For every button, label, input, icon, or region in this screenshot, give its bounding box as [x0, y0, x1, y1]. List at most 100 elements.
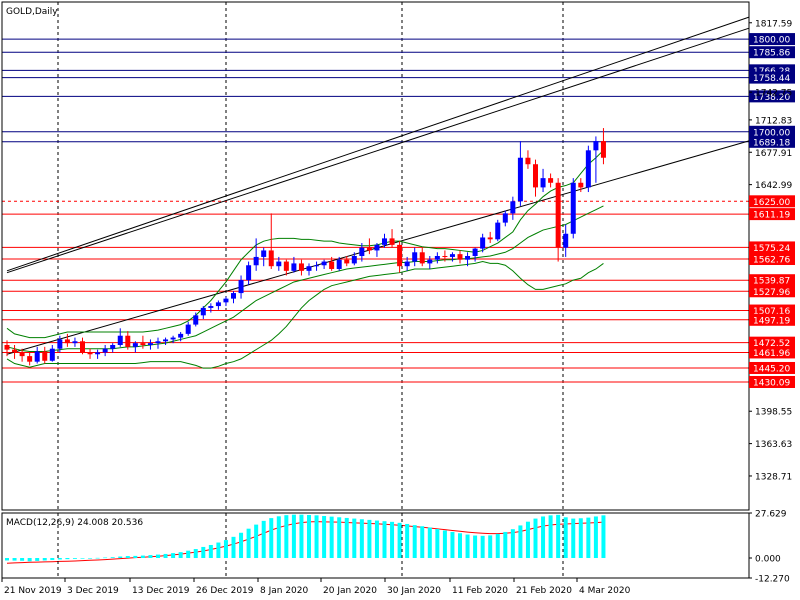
candle	[57, 335, 63, 353]
macd-histogram-bar	[80, 558, 85, 559]
candle-body	[472, 248, 478, 256]
macd-histogram-bar	[193, 549, 198, 559]
macd-histogram-bar	[473, 535, 478, 559]
candle	[117, 328, 123, 347]
macd-histogram-bar	[35, 558, 40, 561]
macd-histogram-bar	[118, 556, 123, 559]
red-level-tag-label: 1611.19	[753, 211, 790, 221]
red-level-tag	[749, 241, 795, 254]
candle	[517, 141, 523, 206]
macd-histogram-bar	[156, 554, 160, 559]
candle	[268, 213, 274, 269]
candle-body	[253, 256, 259, 266]
candle	[533, 159, 538, 197]
blue-level-tag	[749, 90, 795, 103]
candle	[80, 337, 85, 355]
candle	[200, 306, 206, 320]
blue-level-tag	[749, 46, 795, 59]
candle	[72, 337, 78, 347]
macd-histogram-bar	[510, 529, 515, 559]
candle	[336, 256, 342, 271]
y-tick-label: 1712.83	[755, 116, 792, 126]
candle	[253, 238, 259, 271]
red-level-tag-label: 1461.96	[753, 349, 790, 359]
macd-histogram-bar	[420, 526, 425, 559]
bollinger-lower-line	[6, 261, 604, 369]
candle-body	[465, 256, 471, 260]
macd-histogram-bar	[216, 542, 221, 559]
candle	[178, 332, 184, 342]
candle-body	[502, 213, 508, 223]
macd-histogram-bar	[548, 515, 553, 559]
candle	[389, 229, 395, 248]
candle-body	[412, 252, 418, 262]
candle	[585, 145, 591, 193]
candle-body	[12, 349, 18, 353]
y-tick-label: 1363.63	[755, 440, 792, 450]
candle	[359, 243, 365, 262]
candle	[193, 312, 199, 327]
macd-histogram-bar	[178, 552, 183, 559]
macd-histogram-bar	[72, 558, 77, 559]
candle	[563, 224, 569, 257]
x-tick-label: 26 Dec 2019	[196, 586, 254, 596]
candle	[540, 168, 546, 193]
candle-body	[291, 263, 297, 271]
blue-level-tag	[749, 33, 795, 46]
candle-body	[427, 259, 433, 264]
macd-histogram-bar	[442, 530, 447, 559]
macd-histogram-bar	[95, 557, 100, 559]
candle	[548, 173, 554, 188]
candle-body	[117, 335, 123, 345]
macd-histogram-bar	[269, 518, 274, 559]
main-price-panel	[2, 2, 750, 564]
macd-histogram-bar	[284, 515, 289, 559]
candle-body	[27, 356, 33, 362]
candle	[487, 231, 493, 244]
macd-histogram-bar	[171, 553, 176, 559]
macd-histogram-bar	[390, 521, 395, 559]
candle	[480, 233, 486, 253]
macd-histogram-bar	[525, 521, 530, 559]
candle	[185, 321, 191, 336]
y-tick-label: 1742.75	[755, 89, 792, 99]
blue-level-tag	[749, 125, 795, 138]
macd-histogram-bar	[337, 517, 342, 559]
candle-body	[578, 182, 584, 188]
macd-histogram-bar	[239, 532, 244, 559]
candle-body	[389, 238, 395, 245]
candle	[125, 331, 131, 350]
macd-histogram-bar	[563, 517, 568, 559]
macd-histogram-bar	[488, 535, 493, 559]
candle-body	[419, 252, 425, 264]
macd-histogram-bar	[20, 558, 25, 561]
candle-body	[132, 343, 138, 347]
macd-histogram-bar	[427, 527, 432, 559]
macd-histogram-bar	[586, 517, 591, 559]
chart-symbol-label: GOLD,Daily	[6, 7, 58, 17]
macd-histogram-bar	[299, 514, 304, 559]
macd-histogram-bar	[65, 558, 70, 560]
candle-body	[200, 307, 206, 316]
candle-body	[480, 237, 486, 249]
macd-histogram-bar	[125, 556, 130, 559]
candle-body	[593, 141, 599, 151]
blue-level-tag-label: 1700.00	[753, 128, 790, 138]
candle	[49, 344, 55, 362]
red-level-tag-label: 1625.00	[753, 198, 790, 208]
red-level-tag-label: 1445.20	[753, 364, 790, 374]
candle	[27, 352, 33, 366]
red-level-tag	[749, 313, 795, 326]
macd-histogram-bar	[201, 546, 206, 559]
candle-body	[238, 280, 244, 294]
candle	[223, 296, 229, 307]
candle-body	[306, 266, 312, 271]
candle	[502, 210, 508, 227]
x-tick-label: 21 Feb 2020	[516, 586, 572, 596]
candle-body	[442, 256, 448, 257]
candle-body	[155, 341, 161, 344]
blue-level-tag	[749, 135, 795, 148]
candle	[246, 261, 252, 285]
candle	[170, 335, 176, 344]
